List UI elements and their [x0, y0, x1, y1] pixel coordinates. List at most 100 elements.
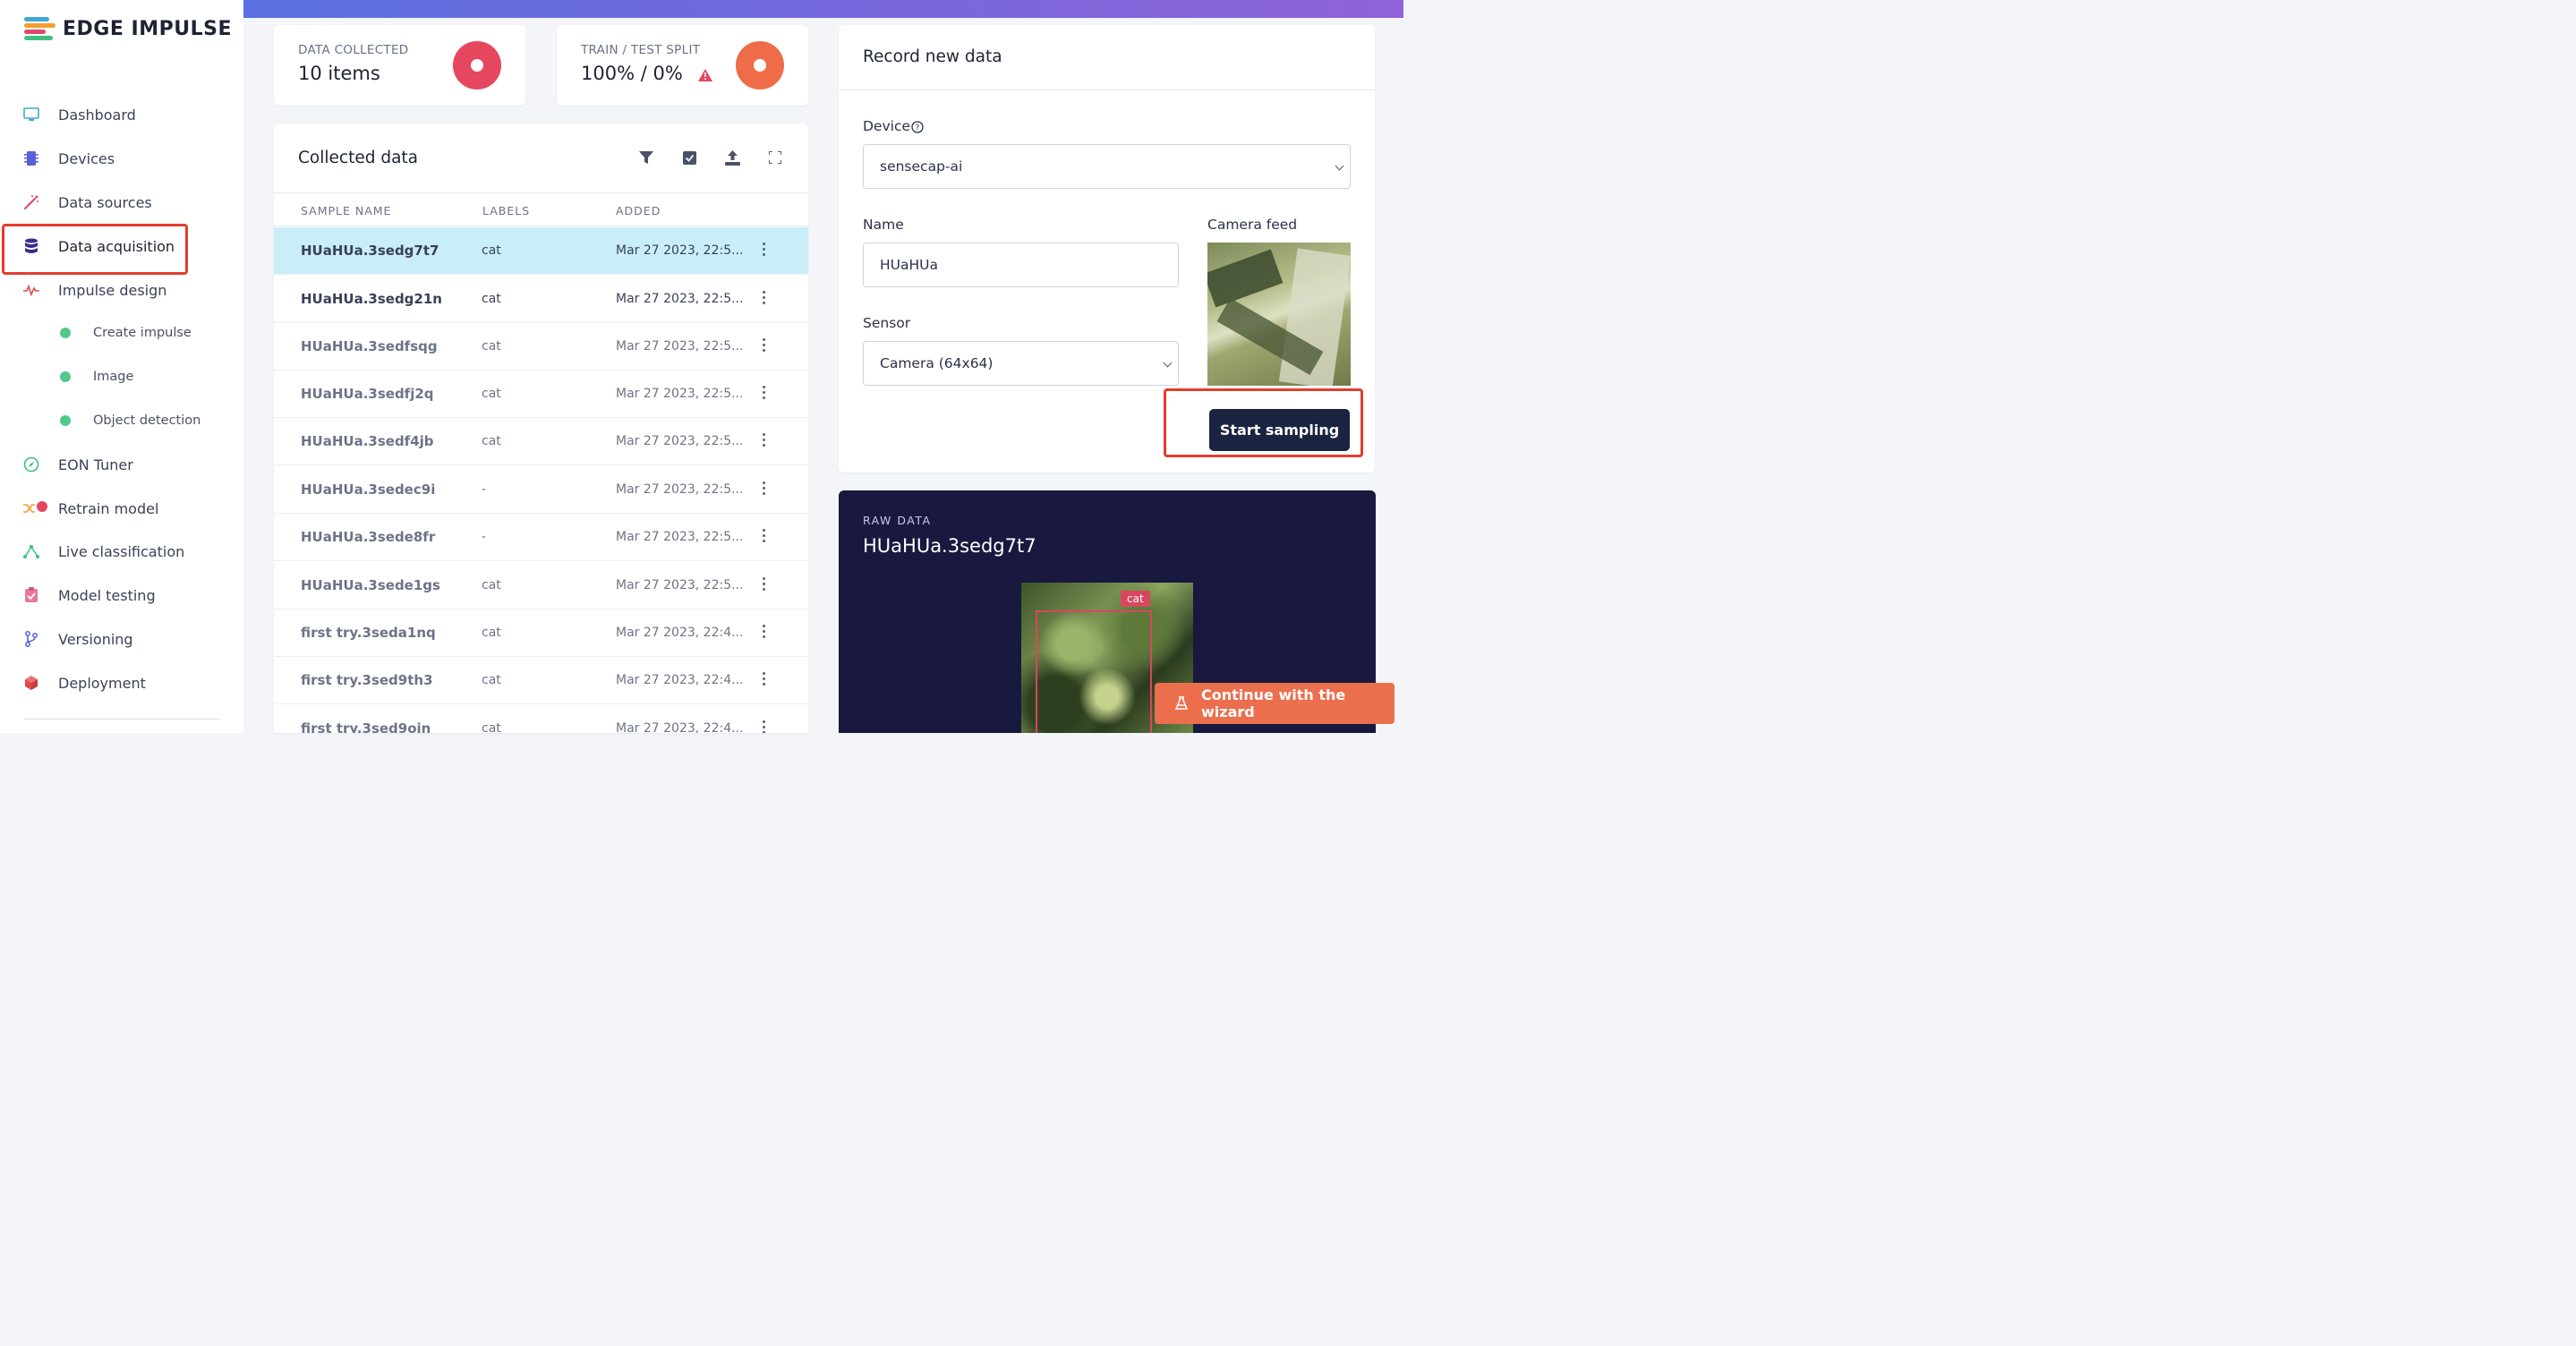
- table-row[interactable]: HUaHUa.3sedg21n cat Mar 27 2023, 22:5...: [274, 276, 808, 323]
- sidebar-item-retrain-model[interactable]: Retrain model: [0, 490, 243, 526]
- table-row[interactable]: first try.3sed9oin cat Mar 27 2023, 22:4…: [274, 705, 808, 733]
- column-header-labels[interactable]: LABELS: [482, 204, 531, 217]
- network-icon: [23, 543, 39, 559]
- kebab-menu-icon[interactable]: [763, 338, 766, 353]
- table-row[interactable]: first try.3sed9th3 cat Mar 27 2023, 22:4…: [274, 657, 808, 704]
- sample-name: HUaHUa.3sedg7t7: [301, 243, 439, 259]
- sidebar-item-label: Retrain model: [58, 499, 159, 517]
- sidebar-item-model-testing[interactable]: Model testing: [0, 577, 243, 613]
- sidebar-subitem-create-impulse[interactable]: Create impulse: [0, 315, 243, 351]
- kebab-menu-icon[interactable]: [763, 433, 766, 447]
- sensor-select-value: Camera (64x64): [880, 355, 994, 371]
- record-new-data-card: Record new data Device ? sensecap-ai Nam…: [839, 25, 1375, 473]
- kebab-menu-icon[interactable]: [763, 386, 766, 400]
- sidebar-item-data-acquisition[interactable]: Data acquisition: [0, 228, 243, 264]
- sensor-label: Sensor: [863, 315, 911, 331]
- sensor-select[interactable]: Camera (64x64): [863, 341, 1179, 386]
- camera-feed-image: [1207, 243, 1351, 386]
- kebab-menu-icon[interactable]: [763, 720, 766, 733]
- sample-name: HUaHUa.3sede1gs: [301, 577, 440, 593]
- sidebar-subitem-image[interactable]: Image: [0, 359, 243, 395]
- table-row[interactable]: HUaHUa.3sedg7t7 cat Mar 27 2023, 22:5...: [274, 227, 808, 275]
- table-row[interactable]: first try.3seda1nq cat Mar 27 2023, 22:4…: [274, 609, 808, 657]
- sidebar-item-eon-tuner[interactable]: EON Tuner: [0, 447, 243, 482]
- shuffle-icon: [23, 500, 48, 516]
- top-gradient-bar: [243, 0, 1403, 18]
- sample-label: cat: [482, 721, 501, 733]
- train-test-split-donut: [736, 41, 784, 89]
- column-header-sample-name[interactable]: SAMPLE NAME: [301, 204, 392, 217]
- device-select[interactable]: sensecap-ai: [863, 144, 1351, 189]
- sample-added: Mar 27 2023, 22:5...: [616, 292, 744, 306]
- highlight-box-data-acquisition: [2, 224, 188, 275]
- sample-added: Mar 27 2023, 22:4...: [616, 626, 744, 640]
- clipboard-check-icon: [23, 587, 39, 603]
- sidebar-item-label: Versioning: [58, 630, 133, 648]
- sample-added: Mar 27 2023, 22:5...: [616, 339, 744, 354]
- warning-icon[interactable]: [698, 68, 712, 85]
- sidebar-item-live-classification[interactable]: Live classification: [0, 533, 243, 569]
- data-collected-label: DATA COLLECTED: [298, 43, 409, 57]
- brand-name: EDGE IMPULSE: [63, 17, 232, 40]
- table-row[interactable]: HUaHUa.3sedec9i - Mar 27 2023, 22:5...: [274, 466, 808, 514]
- data-collected-card: DATA COLLECTED 10 items: [274, 25, 525, 106]
- table-row[interactable]: HUaHUa.3sedf4jb cat Mar 27 2023, 22:5...: [274, 418, 808, 465]
- svg-text:?: ?: [916, 124, 920, 133]
- train-test-split-card: TRAIN / TEST SPLIT 100% / 0%: [557, 25, 808, 106]
- chevron-down-icon: [1335, 161, 1344, 171]
- sample-label: cat: [482, 578, 501, 592]
- filter-icon[interactable]: [636, 148, 656, 167]
- status-dot-icon: [60, 371, 71, 382]
- sidebar-item-label: EON Tuner: [58, 456, 133, 473]
- bounding-box[interactable]: [1036, 610, 1152, 733]
- table-row[interactable]: HUaHUa.3sede8fr - Mar 27 2023, 22:5...: [274, 514, 808, 561]
- pulse-icon: [23, 282, 39, 298]
- edge-impulse-logo[interactable]: EDGE IMPULSE: [24, 16, 232, 41]
- help-circle-icon[interactable]: ?: [911, 120, 924, 137]
- table-row[interactable]: HUaHUa.3sedfsqg cat Mar 27 2023, 22:5...: [274, 323, 808, 371]
- sidebar-item-devices[interactable]: Devices: [0, 141, 243, 176]
- table-row[interactable]: HUaHUa.3sede1gs cat Mar 27 2023, 22:5...: [274, 562, 808, 609]
- kebab-menu-icon[interactable]: [763, 625, 766, 639]
- sidebar-item-label: Model testing: [58, 586, 156, 604]
- fullscreen-icon[interactable]: [765, 148, 785, 167]
- kebab-menu-icon[interactable]: [763, 243, 766, 257]
- kebab-menu-icon[interactable]: [763, 577, 766, 592]
- sidebar-item-impulse-design[interactable]: Impulse design: [0, 272, 243, 308]
- sample-name: first try.3sed9th3: [301, 672, 433, 688]
- upload-icon[interactable]: [722, 148, 742, 167]
- sample-name: HUaHUa.3sede8fr: [301, 529, 436, 545]
- magic-wand-icon: [23, 194, 39, 210]
- kebab-menu-icon[interactable]: [763, 481, 766, 496]
- sidebar-subitem-object-detection[interactable]: Object detection: [0, 403, 243, 439]
- name-input[interactable]: HUaHUa: [863, 243, 1179, 287]
- data-collected-donut: [453, 41, 501, 89]
- sample-name: HUaHUa.3sedg21n: [301, 291, 442, 307]
- raw-data-label: RAW DATA: [863, 514, 932, 527]
- kebab-menu-icon[interactable]: [763, 529, 766, 543]
- kebab-menu-icon[interactable]: [763, 291, 766, 305]
- sample-label: cat: [482, 626, 501, 640]
- sidebar: EDGE IMPULSE Dashboard Devices Data sour…: [0, 0, 243, 733]
- bounding-box-label: cat: [1121, 591, 1150, 607]
- sidebar-item-dashboard[interactable]: Dashboard: [0, 97, 243, 132]
- sidebar-item-label: Devices: [58, 149, 115, 167]
- camera-feed-label: Camera feed: [1207, 217, 1298, 233]
- card-divider: [839, 89, 1375, 90]
- kebab-menu-icon[interactable]: [763, 672, 766, 686]
- sidebar-divider: [24, 719, 219, 720]
- sidebar-item-deployment[interactable]: Deployment: [0, 665, 243, 701]
- train-test-split-value: 100% / 0%: [581, 63, 683, 84]
- collected-data-title: Collected data: [298, 149, 418, 167]
- continue-wizard-button[interactable]: Continue with the wizard: [1155, 683, 1395, 724]
- sidebar-item-label: Dashboard: [58, 106, 136, 124]
- sidebar-item-versioning[interactable]: Versioning: [0, 621, 243, 657]
- start-sampling-button[interactable]: Start sampling: [1209, 409, 1350, 451]
- sidebar-item-label: Deployment: [58, 674, 146, 692]
- select-checkbox-icon[interactable]: [679, 148, 699, 167]
- sidebar-item-data-sources[interactable]: Data sources: [0, 184, 243, 220]
- table-row[interactable]: HUaHUa.3sedfj2q cat Mar 27 2023, 22:5...: [274, 371, 808, 418]
- column-header-added[interactable]: ADDED: [616, 204, 661, 217]
- table-header: SAMPLE NAME LABELS ADDED: [274, 192, 808, 226]
- chevron-down-icon: [1163, 358, 1173, 368]
